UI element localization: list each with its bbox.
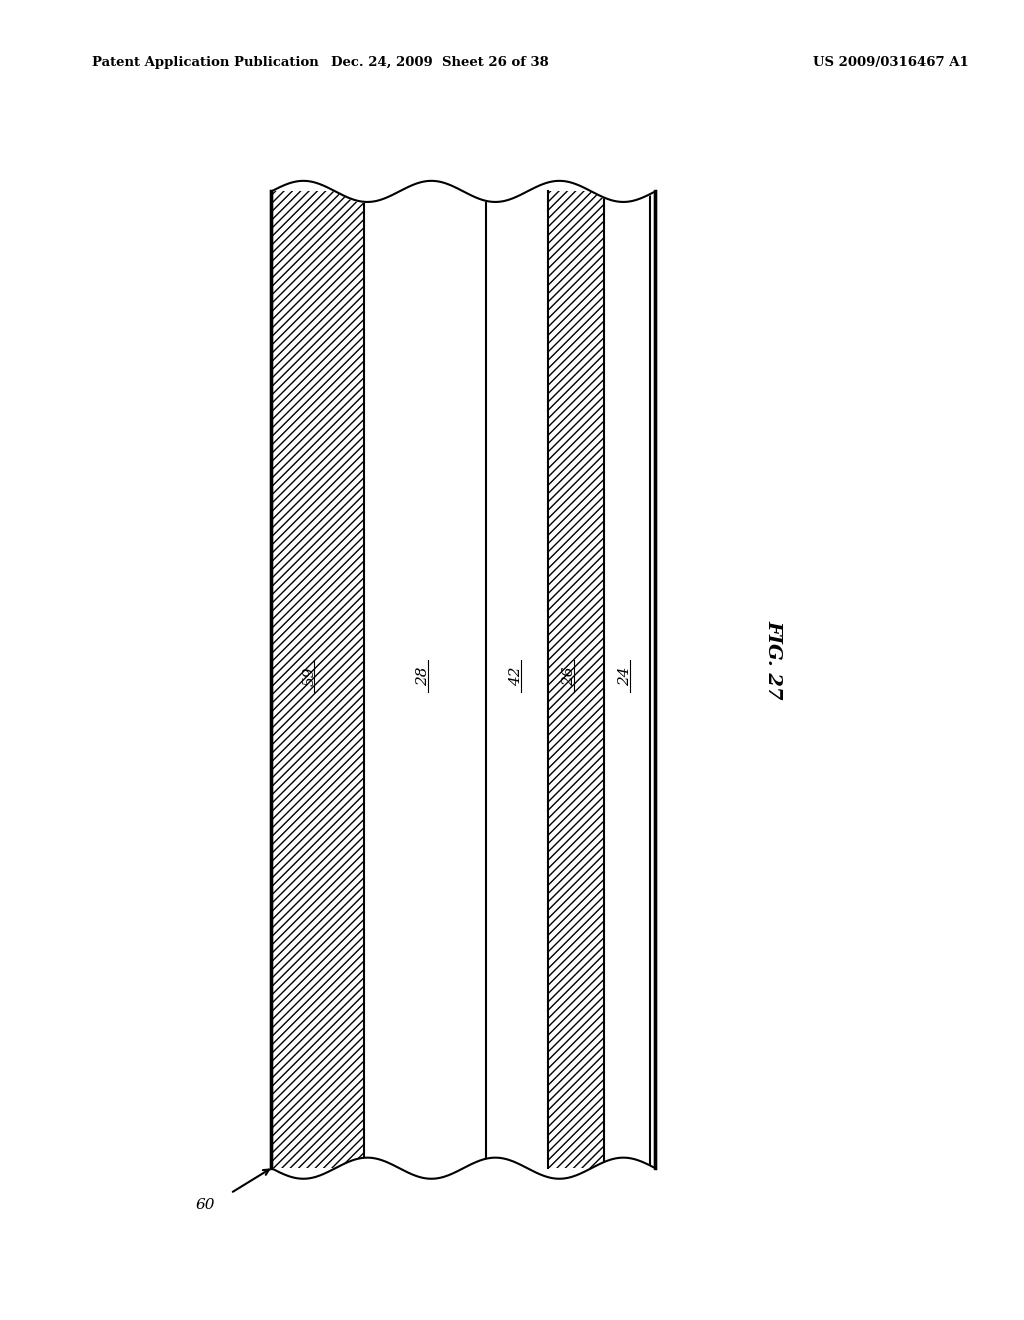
Bar <box>271 191 364 1168</box>
Text: Dec. 24, 2009  Sheet 26 of 38: Dec. 24, 2009 Sheet 26 of 38 <box>332 55 549 69</box>
Text: 42: 42 <box>509 667 523 685</box>
Text: 26: 26 <box>562 667 577 685</box>
Bar <box>271 191 655 1168</box>
Text: 59: 59 <box>302 667 316 685</box>
Text: US 2009/0316467 A1: US 2009/0316467 A1 <box>813 55 969 69</box>
Text: Patent Application Publication: Patent Application Publication <box>92 55 318 69</box>
Text: 28: 28 <box>416 667 430 685</box>
Text: FIG. 27: FIG. 27 <box>764 620 782 700</box>
Text: 24: 24 <box>617 667 632 685</box>
Bar <box>548 191 604 1168</box>
Text: 60: 60 <box>195 1199 215 1212</box>
